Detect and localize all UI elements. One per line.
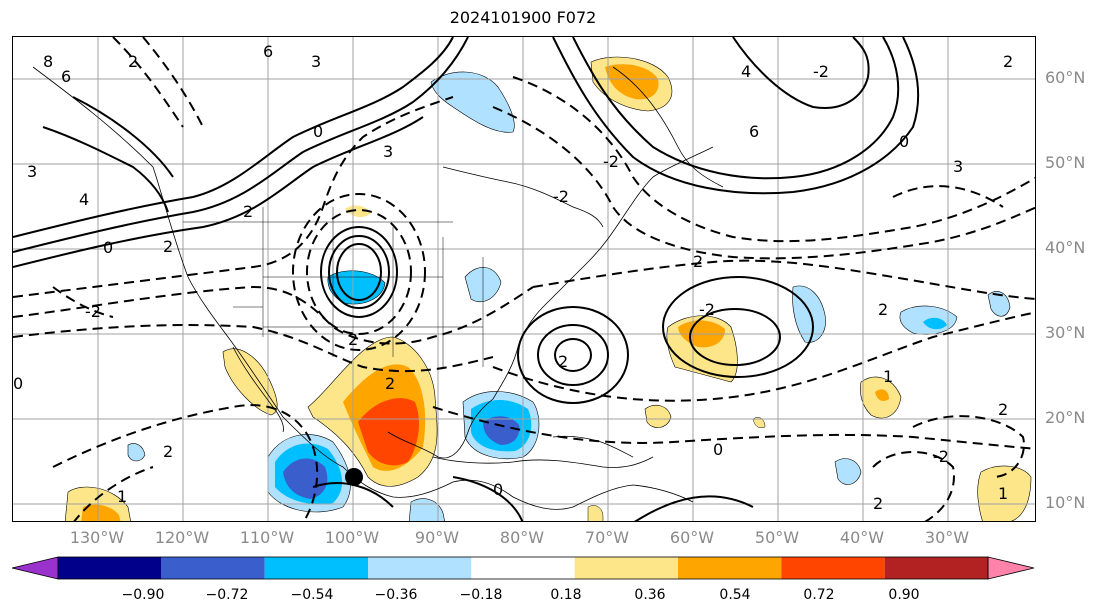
contour-label: 2 (878, 300, 888, 319)
contour-label: 6 (263, 42, 273, 61)
colorbar-bin (781, 557, 885, 579)
lat-label: 60°N (1045, 68, 1086, 87)
colorbar-extend-max (987, 556, 1035, 580)
colorbar-bin (368, 557, 472, 579)
colorbar-extend-min (11, 556, 59, 580)
colorbar-tick: −0.72 (205, 587, 249, 603)
colorbar-tick: −0.90 (121, 587, 165, 603)
contour-label: 6 (61, 67, 71, 86)
contour-label: 2 (385, 374, 395, 393)
contour-label: 0 (313, 122, 323, 141)
lon-label: 50°W (754, 528, 800, 547)
contour-label: -2 (933, 447, 949, 466)
colorbar-bin (58, 557, 162, 579)
map-panel: 8 6 4 3 2 2 0 -2 2 0 2 1 3 6 2 0 3 2 6 4… (12, 36, 1036, 522)
contour-label: -2 (699, 300, 715, 319)
colorbar-tick: 0.54 (719, 587, 751, 603)
positive-anomaly-baja (222, 348, 278, 416)
lat-label: 40°N (1045, 238, 1086, 257)
contour-label: 2 (558, 352, 568, 371)
lon-label: 70°W (584, 528, 630, 547)
colorbar-bin (264, 557, 368, 579)
colorbar-tick: 0.18 (550, 587, 582, 603)
colorbar-bin (884, 557, 988, 579)
state-borders (183, 207, 484, 367)
colorbar-bin (678, 557, 782, 579)
lon-label: 30°W (924, 528, 970, 547)
contours-dashed (13, 37, 1035, 521)
lon-label: 90°W (414, 528, 460, 547)
map-title: 2024101900 F072 (449, 8, 597, 27)
lon-label: 130°W (69, 528, 125, 547)
contour-label: 0 (713, 440, 723, 459)
colorbar (11, 556, 1035, 580)
contour-label: 0 (103, 238, 113, 257)
contour-label: 0 (493, 480, 503, 499)
colorbar-tick: −0.36 (374, 587, 418, 603)
colorbar-bin (574, 557, 678, 579)
contour-label: -2 (85, 302, 101, 321)
lat-label: 10°N (1045, 493, 1086, 512)
lat-label: 30°N (1045, 323, 1086, 342)
contour-label: 1 (998, 484, 1008, 503)
contour-label: 3 (311, 52, 321, 71)
colorbar-tick: 0.36 (634, 587, 666, 603)
contour-label: 3 (953, 157, 963, 176)
contour-label: 6 (749, 122, 759, 141)
lon-label: 40°W (839, 528, 885, 547)
colorbar-bin (471, 557, 575, 579)
contour-label: 2 (163, 442, 173, 461)
contour-label: 1 (117, 487, 127, 506)
contour-label: -2 (553, 187, 569, 206)
contour-label: 2 (1003, 52, 1013, 71)
contour-label: 2 (128, 52, 138, 71)
lon-label: 110°W (239, 528, 295, 547)
colorbar-bin (161, 557, 265, 579)
contour-label: 4 (741, 62, 751, 81)
contour-label: 2 (873, 494, 883, 513)
contours-solid (13, 37, 920, 521)
contour-label: 0 (899, 132, 909, 151)
colorbar-tick: 0.90 (888, 587, 920, 603)
lon-label: 60°W (669, 528, 715, 547)
contour-label: 2 (163, 237, 173, 256)
contour-label: 8 (43, 52, 53, 71)
contour-label: 2 (348, 330, 358, 349)
lon-label: 120°W (154, 528, 210, 547)
colorbar-tick: 0.72 (803, 587, 835, 603)
contour-label: -2 (603, 152, 619, 171)
contour-label: 1 (883, 367, 893, 386)
colorbar-tick: −0.54 (290, 587, 334, 603)
storm-marker (345, 468, 363, 486)
graticule (13, 37, 1035, 521)
contour-label: 2 (693, 252, 703, 271)
lat-label: 50°N (1045, 153, 1086, 172)
negative-anomaly-hudson (430, 71, 515, 133)
colorbar-tick: −0.18 (459, 587, 503, 603)
contour-label: 4 (79, 190, 89, 209)
contour-label: 2 (998, 400, 1008, 419)
lon-label: 80°W (499, 528, 545, 547)
shaded-anomalies (64, 56, 1032, 521)
contour-label: 3 (383, 142, 393, 161)
contour-label: 0 (13, 374, 23, 393)
contour-label: -2 (813, 62, 829, 81)
lat-label: 20°N (1045, 408, 1086, 427)
contour-label: 3 (27, 162, 37, 181)
lon-label: 100°W (324, 528, 380, 547)
contour-label: 2 (243, 202, 253, 221)
colorbar-outline (57, 556, 989, 580)
